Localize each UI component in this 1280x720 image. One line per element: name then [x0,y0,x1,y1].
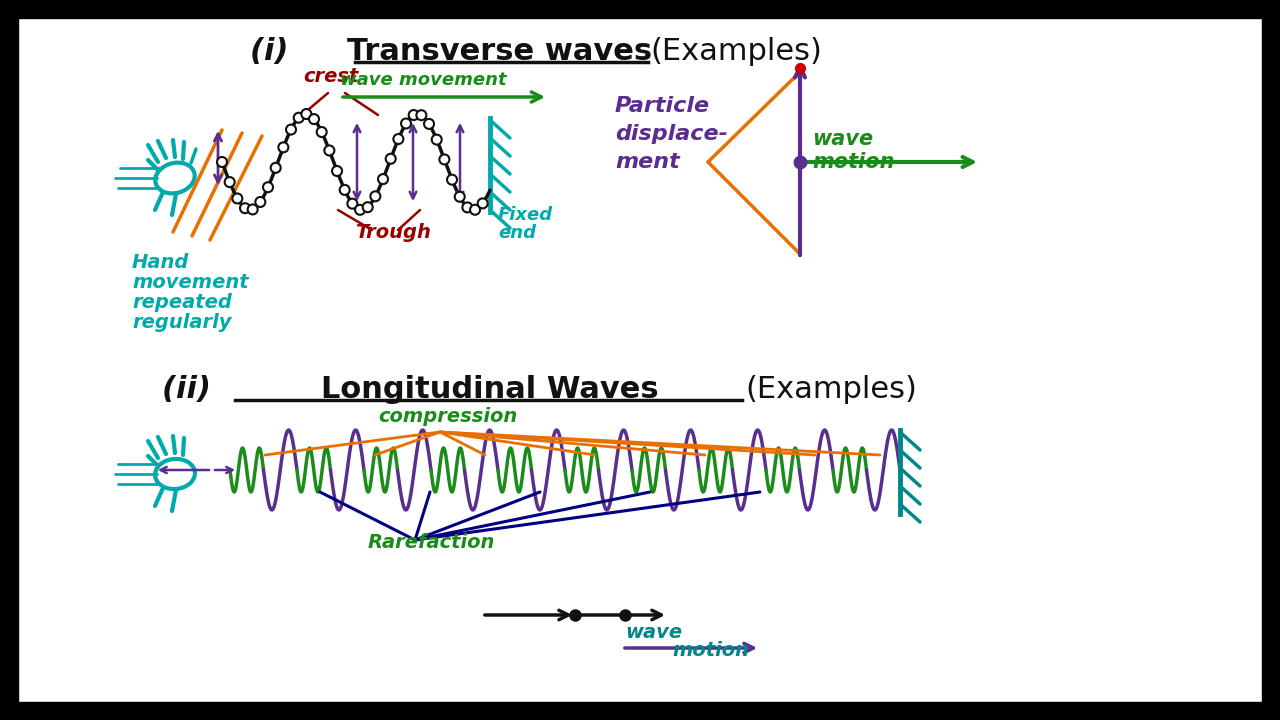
Text: end: end [498,224,536,242]
Circle shape [416,110,426,120]
Text: compression: compression [378,407,517,426]
Text: movement: movement [132,273,248,292]
Circle shape [370,192,380,202]
Circle shape [324,145,334,156]
Text: motion: motion [812,152,895,172]
Circle shape [218,157,227,167]
Circle shape [308,114,319,124]
Text: displace-: displace- [614,124,728,144]
Circle shape [424,119,434,129]
Circle shape [255,197,265,207]
Text: repeated: repeated [132,293,232,312]
Circle shape [355,204,365,215]
Text: wave movement: wave movement [340,71,507,89]
Circle shape [439,154,449,164]
Circle shape [454,192,465,202]
Circle shape [401,119,411,128]
Circle shape [393,134,403,144]
Text: (Examples): (Examples) [650,37,822,66]
Circle shape [293,113,303,122]
Text: Rarefaction: Rarefaction [369,533,495,552]
Circle shape [378,174,388,184]
Circle shape [332,166,342,176]
Circle shape [347,199,357,209]
Circle shape [233,194,242,204]
Text: (Examples): (Examples) [745,376,916,405]
Circle shape [408,110,419,120]
Text: crest: crest [303,67,358,86]
Circle shape [262,182,273,192]
Text: ment: ment [614,152,680,172]
Circle shape [285,125,296,135]
Circle shape [241,203,250,213]
Circle shape [431,135,442,145]
Circle shape [462,202,472,212]
Circle shape [362,202,372,212]
Text: Transverse waves: Transverse waves [347,37,653,66]
Circle shape [278,143,288,153]
Text: Trough: Trough [355,223,431,242]
Circle shape [385,154,396,163]
Text: wave: wave [625,623,682,642]
Text: motion: motion [672,641,749,660]
Text: regularly: regularly [132,313,232,332]
Circle shape [470,204,480,215]
Text: Hand: Hand [132,253,189,272]
Text: (ii): (ii) [163,376,221,405]
Circle shape [447,175,457,185]
Circle shape [225,177,234,187]
Text: (i): (i) [251,37,310,66]
Circle shape [339,185,349,195]
Circle shape [270,163,280,173]
Circle shape [477,198,488,208]
Text: Particle: Particle [614,96,710,116]
Text: Fixed: Fixed [498,206,553,224]
Circle shape [316,127,326,137]
Circle shape [247,204,257,215]
Text: Longitudinal Waves: Longitudinal Waves [321,376,659,405]
Text: wave: wave [812,129,873,149]
Circle shape [301,109,311,119]
